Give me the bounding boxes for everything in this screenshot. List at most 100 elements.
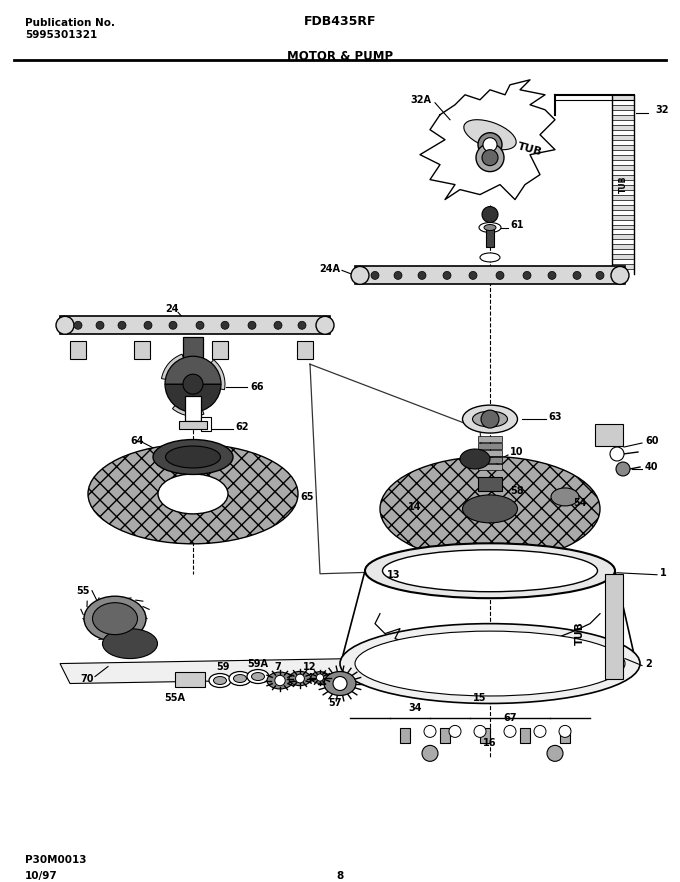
Circle shape [196, 321, 204, 329]
Circle shape [96, 321, 104, 329]
Ellipse shape [365, 543, 615, 598]
Circle shape [483, 138, 497, 152]
Ellipse shape [460, 449, 490, 469]
Bar [478, 436, 502, 442]
Text: 70: 70 [80, 674, 94, 684]
Circle shape [449, 725, 461, 737]
Bar [175, 671, 205, 686]
Text: FDB435RF: FDB435RF [304, 15, 376, 28]
Text: 64: 64 [130, 436, 143, 446]
Circle shape [298, 321, 306, 329]
Circle shape [534, 725, 546, 737]
Ellipse shape [380, 457, 600, 561]
Bar [478, 477, 502, 491]
Text: Publication No.: Publication No. [25, 18, 115, 28]
Wedge shape [165, 356, 221, 385]
Bar [612, 94, 634, 100]
Circle shape [371, 272, 379, 280]
Bar [478, 457, 502, 463]
Bar [612, 195, 634, 199]
Circle shape [476, 144, 504, 172]
Text: TUB: TUB [517, 142, 543, 158]
Text: 62: 62 [235, 422, 248, 432]
Circle shape [274, 321, 282, 329]
Bar [201, 417, 211, 431]
Wedge shape [193, 360, 225, 390]
Text: 13: 13 [386, 570, 400, 579]
Bar [355, 266, 625, 284]
Bar [612, 244, 634, 250]
Text: 10/97: 10/97 [25, 871, 58, 881]
Circle shape [478, 132, 502, 157]
Circle shape [56, 317, 74, 334]
Circle shape [296, 674, 305, 683]
Ellipse shape [382, 549, 598, 592]
Bar [478, 443, 502, 449]
Text: 55: 55 [76, 586, 90, 595]
Bar [612, 135, 634, 139]
Text: 8: 8 [337, 871, 343, 881]
Bar [486, 226, 494, 248]
Bar [440, 729, 450, 744]
Ellipse shape [214, 676, 226, 684]
Ellipse shape [462, 495, 517, 523]
Bar [612, 154, 634, 160]
Circle shape [616, 462, 630, 476]
Bar [612, 105, 634, 109]
Text: P30M0013: P30M0013 [25, 856, 86, 865]
Ellipse shape [84, 596, 146, 641]
Ellipse shape [247, 669, 269, 684]
Bar [70, 341, 86, 359]
Text: 7: 7 [275, 662, 282, 671]
Circle shape [118, 321, 126, 329]
Text: 5995301321: 5995301321 [25, 30, 97, 40]
Circle shape [523, 272, 531, 280]
Text: 57: 57 [328, 699, 342, 708]
Text: TUB: TUB [575, 622, 585, 646]
Text: 66: 66 [250, 382, 264, 392]
Bar [520, 729, 530, 744]
Bar [612, 115, 634, 120]
Bar [185, 396, 201, 421]
Ellipse shape [355, 632, 625, 696]
Text: 61: 61 [510, 220, 524, 229]
Bar [612, 265, 634, 269]
Bar [612, 184, 634, 190]
Ellipse shape [479, 222, 501, 233]
Bar [478, 450, 502, 456]
Ellipse shape [480, 253, 500, 262]
Text: 12: 12 [303, 662, 317, 671]
Circle shape [504, 725, 516, 737]
Circle shape [610, 447, 624, 461]
Ellipse shape [464, 120, 516, 150]
Text: 65: 65 [300, 492, 313, 502]
Text: 24: 24 [165, 304, 178, 314]
Text: 32A: 32A [410, 94, 431, 105]
Ellipse shape [267, 672, 293, 689]
Bar [612, 225, 634, 229]
Text: MOTOR & PUMP: MOTOR & PUMP [287, 50, 393, 63]
Circle shape [275, 676, 285, 685]
Bar [612, 175, 634, 180]
Bar [605, 574, 623, 678]
Bar [595, 424, 623, 446]
Text: 58: 58 [510, 486, 524, 496]
Bar [612, 235, 634, 240]
Circle shape [548, 272, 556, 280]
Circle shape [482, 206, 498, 222]
Text: 60: 60 [645, 436, 658, 446]
Text: 1: 1 [660, 568, 667, 578]
Circle shape [573, 272, 581, 280]
Bar [297, 341, 313, 359]
Circle shape [394, 272, 402, 280]
Bar [60, 317, 330, 334]
Bar [612, 214, 634, 220]
Ellipse shape [233, 675, 246, 683]
Circle shape [333, 676, 347, 691]
Circle shape [248, 321, 256, 329]
Circle shape [559, 725, 571, 737]
Text: 55A: 55A [165, 693, 186, 704]
Wedge shape [165, 385, 221, 412]
Ellipse shape [462, 405, 517, 433]
Bar [179, 421, 207, 429]
